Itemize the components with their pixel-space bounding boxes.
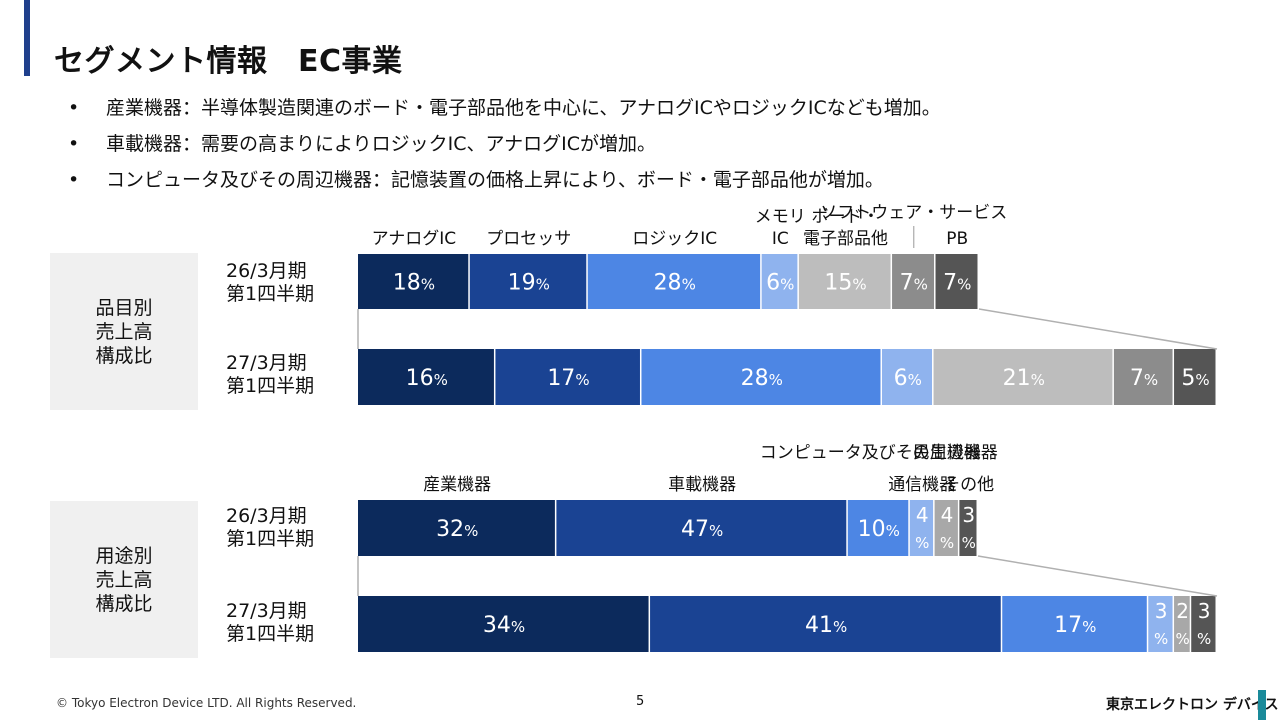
data-label: 3: [1198, 599, 1211, 623]
legend-label: 民生機器: [913, 443, 981, 463]
bar-segment: [469, 254, 587, 309]
logo-mark: [1258, 690, 1266, 720]
data-label: 7%: [900, 271, 928, 296]
data-label-unit: %: [1154, 630, 1168, 648]
data-label: 3: [962, 503, 975, 527]
data-label: 7%: [1130, 366, 1158, 391]
bar-segment: [1174, 349, 1216, 405]
bar-segment: [761, 254, 798, 309]
data-label: 19%: [508, 271, 550, 296]
bullet-item: • コンピュータ及びその周辺機器：記憶装置の価格上昇により、ボード・電子部品他が増…: [68, 162, 941, 198]
bar-segment: [1002, 596, 1147, 652]
bullet-symbol: •: [68, 97, 80, 119]
period-label: 26/3月期 第1四半期: [226, 505, 315, 550]
data-label-unit: %: [962, 534, 976, 552]
legend-label: アナログIC: [372, 229, 457, 249]
data-label: 4: [916, 503, 929, 527]
legend-label: 通信機器: [888, 475, 956, 495]
legend-label: コンピュータ及びその周辺機器: [760, 443, 998, 463]
data-label: 17%: [547, 366, 589, 391]
page-title: セグメント情報 EC事業: [54, 44, 403, 79]
bar-segment: [847, 500, 909, 556]
legend-label: メモリ: [755, 207, 806, 227]
bar-segment: [1148, 596, 1173, 652]
data-label: 6%: [894, 366, 922, 391]
bar-segment: [358, 500, 555, 556]
bar-segment: [892, 254, 935, 309]
copyright-notice: © Tokyo Electron Device LTD. All Rights …: [56, 696, 357, 710]
data-label: 21%: [1003, 366, 1045, 391]
legend-label: その他: [943, 475, 994, 495]
data-label: 34%: [483, 613, 525, 638]
legend-label: ボード・: [811, 207, 879, 227]
data-label: 5%: [1181, 366, 1209, 391]
period-label: 26/3月期 第1四半期: [226, 260, 315, 305]
legend-label: PB: [946, 229, 968, 249]
data-label-unit: %: [1197, 630, 1211, 648]
data-label-unit: %: [915, 534, 929, 552]
legend-label: プロセッサ: [486, 229, 571, 249]
bar-segment: [556, 500, 847, 556]
page-number: 5: [636, 694, 645, 709]
data-label: 3: [1155, 599, 1168, 623]
data-label-unit: %: [1176, 630, 1190, 648]
data-label: 6%: [766, 271, 794, 296]
bullet-item: • 車載機器：需要の高まりによりロジックIC、アナログICが増加。: [68, 126, 941, 162]
data-label: 10%: [858, 517, 900, 542]
period-label: 27/3月期 第1四半期: [226, 600, 315, 645]
bullet-symbol: •: [68, 169, 80, 191]
data-label: 28%: [741, 366, 783, 391]
bar-segment: [358, 254, 469, 309]
data-label-unit: %: [940, 534, 954, 552]
application-mix-side-label: 用途別 売上高 構成比: [50, 501, 198, 658]
bar-segment: [1113, 349, 1173, 405]
bar-segment: [798, 254, 891, 309]
data-label: 32%: [436, 517, 478, 542]
data-label: 17%: [1054, 613, 1096, 638]
bar-segment: [934, 500, 958, 556]
data-label: 15%: [824, 271, 866, 296]
connector-line: [978, 308, 1218, 350]
connector-line: [977, 555, 1218, 597]
data-label: 18%: [393, 271, 435, 296]
bar-segment: [641, 349, 881, 405]
bullet-list: • 産業機器：半導体製造関連のボード・電子部品他を中心に、アナログICやロジックI…: [68, 90, 941, 198]
bar-segment: [587, 254, 761, 309]
title-accent-bar: [24, 0, 30, 76]
bar-segment: [959, 500, 977, 556]
data-label: 7%: [943, 271, 971, 296]
data-label: 16%: [406, 366, 448, 391]
bar-segment: [1174, 596, 1190, 652]
data-label: 28%: [654, 271, 696, 296]
bar-segment: [650, 596, 1001, 652]
bullet-symbol: •: [68, 133, 80, 155]
bar-segment: [909, 500, 934, 556]
legend-label: 車載機器: [668, 475, 736, 495]
bar-segment: [358, 596, 649, 652]
company-logo: 東京エレクトロン デバイス: [1106, 697, 1279, 713]
legend-label: 産業機器: [423, 475, 491, 495]
bar-segment: [933, 349, 1113, 405]
data-label: 41%: [805, 613, 847, 638]
bar-segment: [358, 349, 494, 405]
data-label: 4: [941, 503, 954, 527]
legend-label: IC: [772, 229, 789, 249]
product-mix-side-label: 品目別 売上高 構成比: [50, 253, 198, 410]
legend-label: 電子部品他: [803, 229, 888, 249]
bullet-item: • 産業機器：半導体製造関連のボード・電子部品他を中心に、アナログICやロジックI…: [68, 90, 941, 126]
period-label: 27/3月期 第1四半期: [226, 352, 315, 397]
bar-segment: [1191, 596, 1216, 652]
data-label: 2: [1176, 599, 1189, 623]
bar-segment: [881, 349, 933, 405]
bar-segment: [935, 254, 978, 309]
data-label: 47%: [681, 517, 723, 542]
legend-label: ロジックIC: [632, 229, 717, 249]
bar-segment: [495, 349, 640, 405]
legend-label: ソフトウェア・サービス: [820, 203, 1007, 223]
